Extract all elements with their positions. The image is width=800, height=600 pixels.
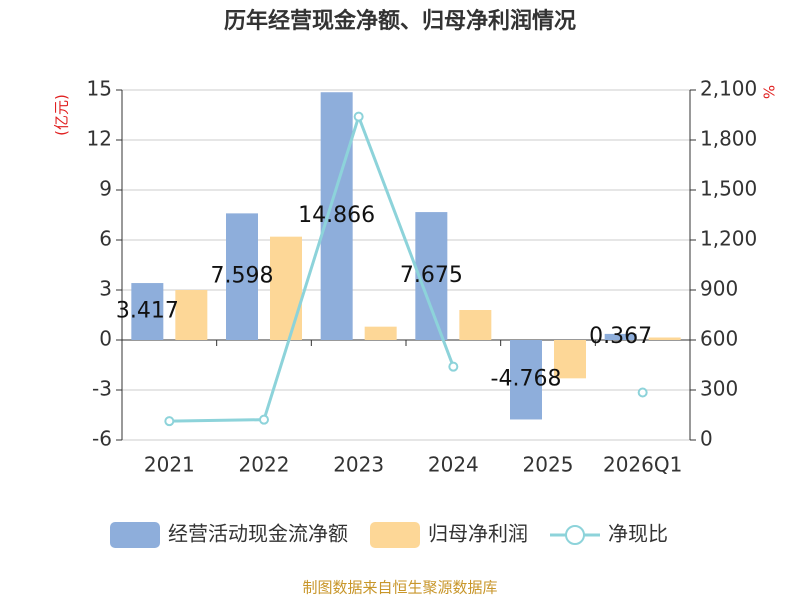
value-label: 0.367 [589, 324, 652, 349]
y-tick-label: 6 [99, 227, 112, 251]
bar [175, 290, 208, 340]
bar [364, 326, 397, 340]
y-tick-label: 3 [99, 277, 112, 301]
bar [270, 236, 302, 340]
source-note: 制图数据来自恒生聚源数据库 [302, 579, 497, 597]
legend-label: 经营活动现金流净额 [168, 522, 348, 546]
legend-label: 归母净利润 [428, 522, 528, 546]
line-marker [448, 361, 459, 372]
y-tick-label: 12 [87, 127, 112, 151]
value-label: 14.866 [298, 203, 375, 228]
y-axis-label: (亿元) [53, 94, 71, 136]
x-tick-label: 2026Q1 [603, 453, 682, 477]
bar [131, 283, 164, 340]
value-label: 3.417 [116, 299, 179, 324]
line [169, 112, 455, 423]
bar [604, 333, 637, 340]
bar [459, 310, 492, 340]
x-tick-label: 2023 [333, 453, 384, 477]
y2-tick-label: 900 [700, 277, 738, 301]
y2-tick-label: 1,500 [700, 177, 757, 201]
legend-label: 净现比 [608, 522, 668, 546]
x-tick-label: 2021 [144, 453, 195, 477]
y2-tick-label: 2,100 [700, 77, 757, 101]
y2-tick-label: 0 [700, 427, 713, 451]
y2-tick-label: 300 [700, 377, 738, 401]
bar [226, 213, 258, 340]
x-tick-label: 2024 [428, 453, 479, 477]
y2-tick-label: 1,800 [700, 127, 757, 151]
legend-swatch [110, 522, 160, 548]
y2-tick-label: 1,200 [700, 227, 757, 251]
chart-title: 历年经营现金净额、归母净利润情况 [224, 8, 576, 34]
y-tick-label: 0 [99, 327, 112, 351]
value-label: -4.768 [491, 367, 562, 392]
y-tick-label: 9 [99, 177, 112, 201]
line-marker [637, 387, 648, 398]
line-marker [353, 111, 364, 122]
y-tick-label: -6 [92, 427, 112, 451]
bar [510, 340, 542, 420]
bar [320, 92, 353, 340]
legend-swatch [565, 525, 585, 545]
x-tick-label: 2025 [523, 453, 574, 477]
bar [554, 340, 586, 379]
value-label: 7.598 [211, 264, 274, 289]
legend-swatch [370, 522, 420, 548]
y2-tick-label: 600 [700, 327, 738, 351]
line-marker [259, 414, 269, 425]
x-tick-label: 2022 [239, 453, 290, 477]
y-tick-label: -3 [92, 377, 112, 401]
line-marker [164, 416, 175, 427]
value-label: 7.675 [400, 263, 463, 288]
y2-axis-label: % [760, 85, 778, 99]
bar [648, 337, 681, 340]
bar [415, 212, 448, 340]
y-tick-label: 15 [87, 77, 112, 101]
